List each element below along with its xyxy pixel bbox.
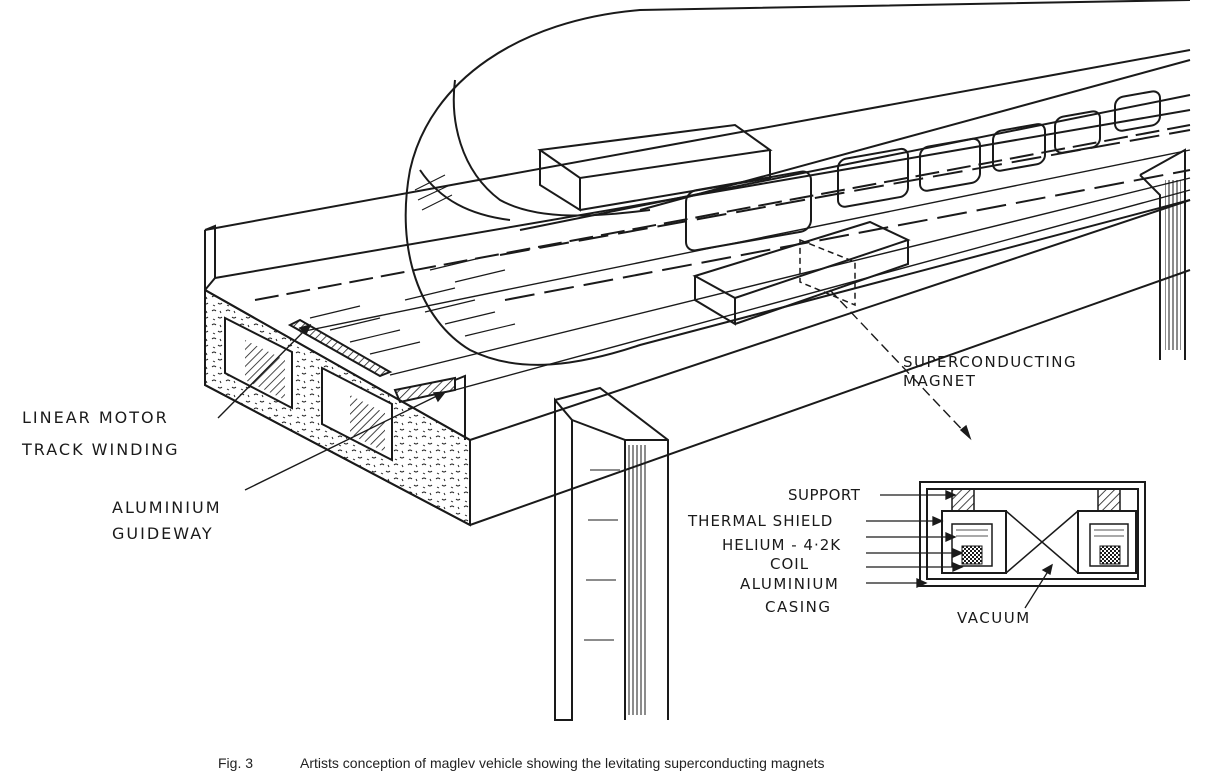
rear-support-pier — [1140, 150, 1185, 360]
label-linear-motor: LINEAR MOTOR — [22, 408, 169, 427]
label-magnet: MAGNET — [903, 372, 977, 390]
label-track-winding: TRACK WINDING — [22, 440, 180, 459]
maglev-vehicle — [406, 0, 1190, 365]
caption-text: Artists conception of maglev vehicle sho… — [300, 755, 825, 771]
label-vacuum: VACUUM — [957, 609, 1031, 627]
track-winding-stripes — [310, 258, 515, 354]
label-aluminium-guideway-1: ALUMINIUM — [112, 498, 222, 517]
label-helium: HELIUM - 4·2K — [722, 536, 842, 554]
label-superconducting: SUPERCONDUCTING — [903, 353, 1078, 371]
label-support: SUPPORT — [788, 486, 861, 504]
support-pier — [555, 388, 668, 720]
guideway-beam — [205, 50, 1190, 525]
caption-figure-number: Fig. 3 — [218, 755, 254, 771]
inset-arrows — [866, 491, 1052, 608]
magnet-cross-section — [920, 482, 1145, 586]
label-aluminium-casing-2: CASING — [765, 598, 832, 616]
leader-lines — [218, 290, 970, 490]
label-aluminium-casing-1: ALUMINIUM — [740, 575, 840, 593]
superconducting-magnet-box — [695, 222, 908, 324]
label-aluminium-guideway-2: GUIDEWAY — [112, 524, 214, 543]
label-coil: COIL — [770, 555, 810, 573]
label-thermal-shield: THERMAL SHIELD — [688, 512, 834, 530]
